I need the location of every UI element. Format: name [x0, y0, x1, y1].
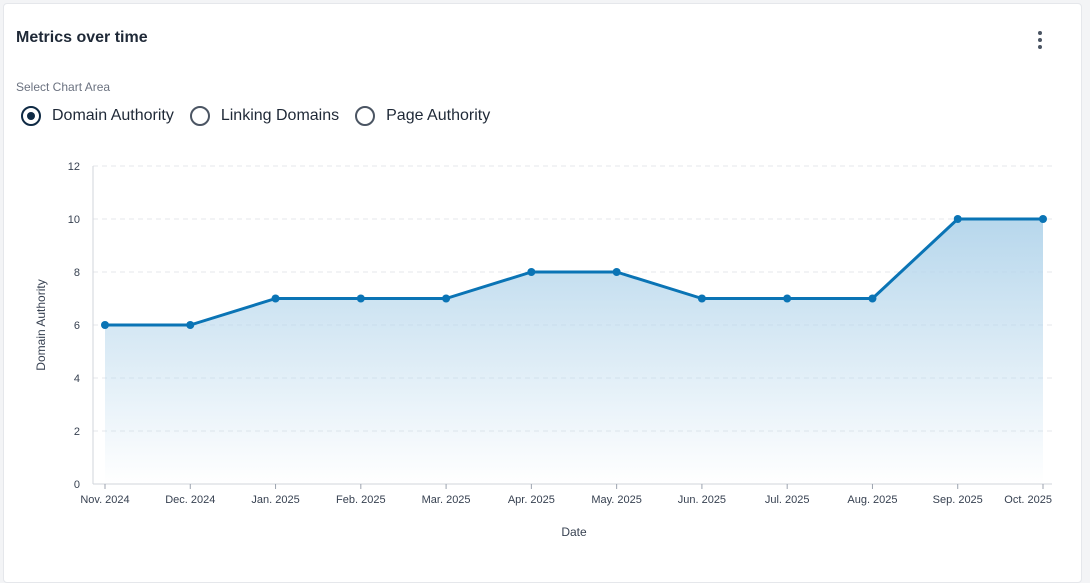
radio-label: Page Authority: [386, 107, 491, 124]
y-tick-label: 6: [74, 320, 80, 332]
y-tick-label: 4: [74, 373, 80, 385]
x-tick-label: May. 2025: [591, 494, 642, 506]
radio-linking-domains[interactable]: Linking Domains: [189, 106, 340, 126]
card-title: Metrics over time: [16, 29, 148, 46]
data-point: [186, 321, 195, 329]
data-point: [356, 294, 365, 303]
x-tick-label: Mar. 2025: [422, 494, 471, 506]
radio-button[interactable]: [355, 106, 376, 126]
x-tick-label: Dec. 2024: [165, 494, 215, 506]
series-line: [105, 217, 1043, 327]
x-tick-label: Nov. 2024: [80, 494, 129, 506]
data-point: [1039, 215, 1047, 223]
x-tick-label: Jun. 2025: [678, 494, 726, 506]
data-point: [697, 294, 706, 303]
y-tick-label: 0: [74, 479, 80, 491]
kebab-vertical-icon[interactable]: [1030, 28, 1050, 52]
y-tick-label: 12: [68, 161, 80, 173]
area-fill: [105, 219, 1043, 484]
select-chart-area-label: Select Chart Area: [16, 80, 111, 94]
radio-label: Linking Domains: [220, 107, 340, 124]
x-tick-label: Jul. 2025: [765, 494, 810, 506]
x-axis-title: Date: [561, 525, 587, 539]
y-tick-label: 8: [74, 267, 80, 279]
data-point: [442, 294, 451, 303]
radio-page-authority[interactable]: Page Authority: [355, 106, 490, 126]
x-tick-label: Feb. 2025: [336, 494, 386, 506]
data-point: [527, 268, 536, 276]
x-tick-label: Sep. 2025: [933, 494, 983, 506]
radio-button[interactable]: [21, 106, 41, 126]
data-point: [612, 268, 621, 276]
y-tick-label: 10: [68, 214, 80, 226]
data-point: [868, 294, 877, 303]
chart-area-radio-group: Domain Authority Linking Domains Page Au…: [21, 106, 506, 126]
data-point: [271, 294, 280, 303]
data-point: [101, 321, 109, 329]
x-tick-label: Apr. 2025: [508, 494, 555, 506]
x-tick-label: Jan. 2025: [251, 494, 299, 506]
x-tick-label: Aug. 2025: [847, 494, 897, 506]
x-tick-label: Oct. 2025: [1004, 494, 1052, 506]
data-point: [953, 215, 962, 223]
y-axis-title: Domain Authority: [34, 279, 48, 370]
y-tick-label: 2: [74, 426, 80, 438]
data-point: [783, 294, 792, 303]
radio-domain-authority[interactable]: Domain Authority: [21, 106, 174, 126]
radio-label: Domain Authority: [52, 107, 174, 124]
radio-button[interactable]: [189, 106, 210, 126]
